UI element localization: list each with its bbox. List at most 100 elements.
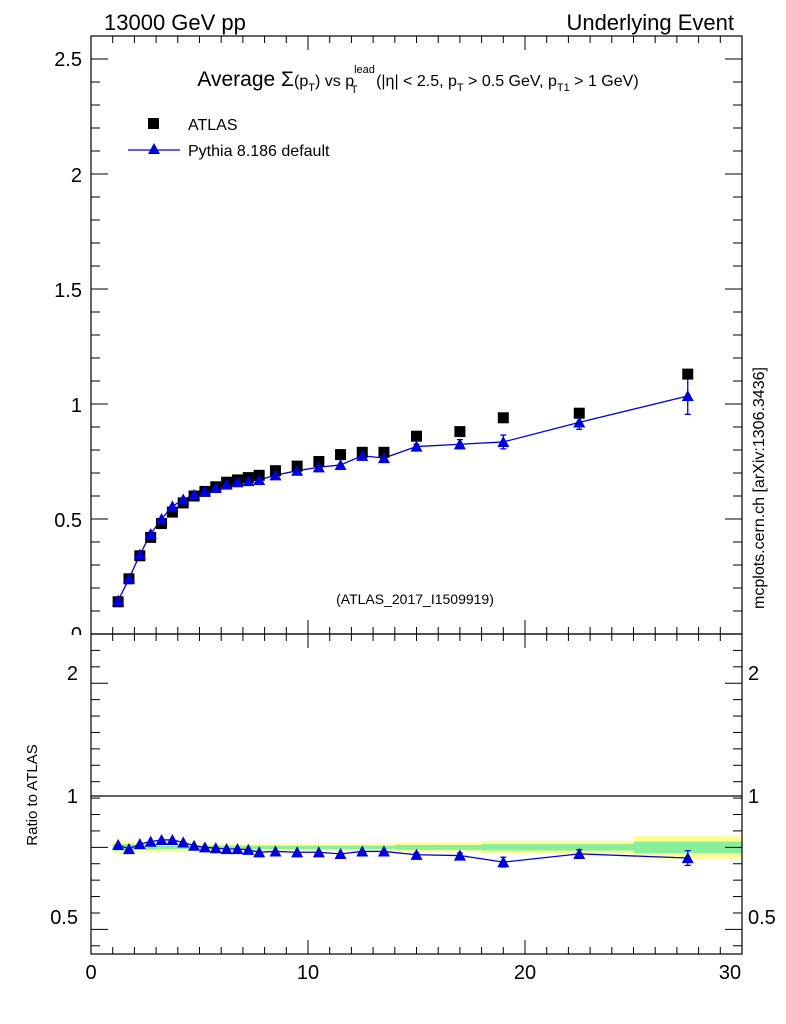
pythia-point	[497, 435, 510, 448]
side-label: mcplots.cern.ch [arXiv:1306.3436]	[751, 367, 768, 609]
x-tick-label: 30	[719, 962, 741, 984]
pythia-point	[681, 389, 694, 402]
pythia-point	[155, 513, 168, 525]
pythia-point	[356, 449, 369, 461]
atlas-point	[335, 449, 347, 461]
main-y-tick-label: 1	[71, 395, 82, 417]
ratio-point	[410, 848, 423, 860]
ratio-point	[144, 835, 157, 847]
band-inner	[525, 844, 634, 851]
ratio-y-label: Ratio to ATLAS	[24, 744, 41, 845]
legend-atlas-marker	[148, 118, 159, 129]
panel-gap	[0, 635, 786, 641]
header-right: Underlying Event	[566, 10, 734, 35]
legend-pythia-marker	[148, 143, 160, 154]
band-inner	[329, 845, 352, 849]
atlas-point	[682, 368, 694, 380]
ratio-point	[231, 842, 244, 855]
pythia-point	[112, 594, 125, 606]
pythia-point	[269, 469, 282, 481]
pythia-point	[231, 476, 244, 488]
legend-atlas-label: ATLAS	[188, 117, 238, 134]
ratio-point	[112, 838, 125, 850]
ratio-y-tick-label: 2	[67, 663, 78, 685]
main-y-tick-label: 1.5	[54, 280, 82, 302]
atlas-point	[497, 412, 509, 424]
ratio-point	[312, 846, 325, 858]
ratio-point	[166, 833, 179, 846]
atlas-point	[411, 430, 422, 442]
pythia-point	[122, 572, 135, 584]
ratio-frame	[90, 633, 743, 955]
ratio-point	[122, 842, 135, 855]
ratio-point	[356, 845, 369, 857]
pythia-point	[188, 488, 201, 500]
ratio-point	[220, 842, 233, 855]
ratio-point	[497, 856, 510, 868]
ratio-point	[334, 847, 347, 859]
pythia-point	[253, 473, 266, 485]
pythia-point	[220, 478, 233, 490]
pythia-point	[209, 481, 222, 494]
band-inner	[394, 844, 439, 850]
pythia-point	[377, 452, 390, 464]
band-inner	[438, 844, 482, 850]
atlas-point	[573, 407, 585, 419]
main-y-tick-label: 2.5	[54, 49, 82, 71]
ratio-y-tick-label: 0.5	[50, 907, 78, 929]
watermark: (ATLAS_2017_I1509919)	[336, 591, 494, 607]
ratio-point	[209, 842, 222, 854]
main-axis-ticks	[90, 35, 743, 634]
main-y-tick-labels: 2.5 2 1.5 1 0.5 0	[54, 49, 82, 646]
main-frame	[90, 35, 743, 635]
ratio-point	[177, 836, 190, 848]
ratio-y-tick-label-right: 1	[748, 786, 759, 808]
atlas-point	[166, 506, 178, 518]
ratio-point	[269, 845, 282, 857]
pythia-point	[177, 493, 190, 505]
ratio-y-tick-label-right: 2	[748, 663, 759, 685]
ratio-panel: 2 1 0.5 2 1 0.5 Ratio to ATLAS 0 10 20 3…	[24, 633, 776, 984]
ratio-point	[291, 846, 304, 858]
legend: ATLAS Pythia 8.186 default	[128, 117, 330, 160]
x-tick-label: 10	[297, 962, 319, 984]
ratio-point	[133, 838, 146, 850]
ratio-point	[155, 833, 168, 846]
pythia-point	[242, 475, 255, 487]
ratio-y-tick-label-right: 0.5	[748, 907, 776, 929]
ratio-point	[453, 849, 466, 861]
ratio-point	[681, 852, 694, 864]
ratio-point	[198, 841, 211, 853]
main-panel: (ATLAS_2017_I1509919) Average Σ(pT) vs p…	[54, 35, 743, 646]
band-inner	[481, 844, 525, 851]
pythia-point	[133, 548, 146, 560]
header-left: 13000 GeV pp	[104, 10, 246, 35]
ratio-series	[112, 833, 694, 868]
main-y-tick-label: 2	[71, 165, 82, 187]
pythia-point	[334, 458, 347, 471]
pythia-point	[573, 416, 586, 428]
pythia-point	[166, 500, 179, 512]
main-title: Average Σ(pT) vs plead T (|η| < 2.5, pT >…	[197, 64, 638, 96]
ratio-y-tick-label: 1	[67, 786, 78, 808]
ratio-point	[573, 847, 586, 859]
band-inner	[156, 845, 167, 849]
band-inner	[633, 841, 742, 854]
pythia-point	[144, 527, 157, 540]
main-series	[112, 368, 694, 608]
x-tick-label: 0	[85, 962, 96, 984]
band-inner	[166, 845, 178, 849]
pythia-point	[410, 440, 423, 452]
legend-pythia-label: Pythia 8.186 default	[188, 143, 330, 160]
ratio-point	[253, 846, 266, 858]
pythia-point	[312, 461, 325, 473]
main-y-tick-label: 0.5	[54, 510, 82, 532]
ratio-point	[188, 839, 201, 851]
pythia-point	[291, 464, 304, 476]
band-inner	[145, 844, 157, 850]
x-tick-label: 20	[514, 962, 536, 984]
pythia-point	[198, 485, 211, 497]
pythia-point	[453, 438, 466, 450]
ratio-point	[377, 845, 390, 857]
